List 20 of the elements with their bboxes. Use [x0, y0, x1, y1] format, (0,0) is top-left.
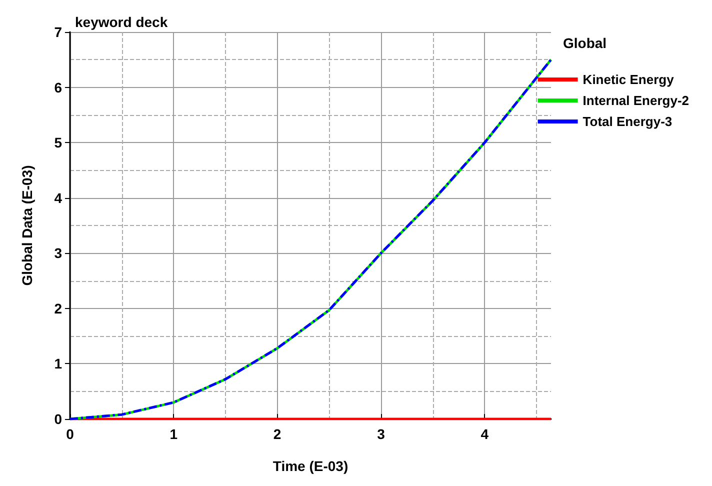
- legend-label: Internal Energy-2: [582, 93, 690, 108]
- x-tick-label: 1: [170, 426, 178, 442]
- x-tick-label: 0: [66, 426, 74, 442]
- x-tick-label: 3: [377, 426, 386, 442]
- y-tick-label: 5: [54, 134, 62, 151]
- x-tick-label: 2: [273, 426, 282, 442]
- y-tick-label: 3: [54, 245, 62, 262]
- chart-title: keyword deck: [75, 14, 168, 30]
- y-tick-label: 4: [54, 190, 62, 206]
- y-tick-label: 1: [54, 356, 62, 372]
- legend-label: Total Energy-3: [582, 114, 672, 129]
- y-tick-label: 6: [54, 79, 62, 96]
- x-tick-label: 4: [480, 426, 489, 442]
- legend-title: Global: [563, 35, 607, 51]
- y-tick-label: 7: [54, 24, 62, 40]
- x-axis-title: Time (E-03): [272, 458, 348, 474]
- y-axis-title: Global Data (E-03): [19, 165, 35, 286]
- legend-label: Kinetic Energy: [582, 72, 675, 87]
- y-tick-label: 2: [54, 300, 62, 316]
- y-tick-label: 0: [54, 411, 62, 427]
